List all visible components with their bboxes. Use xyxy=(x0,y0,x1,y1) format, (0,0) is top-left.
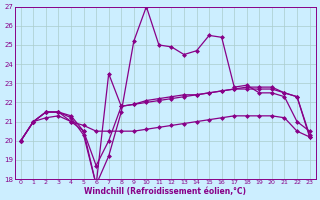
X-axis label: Windchill (Refroidissement éolien,°C): Windchill (Refroidissement éolien,°C) xyxy=(84,187,246,196)
